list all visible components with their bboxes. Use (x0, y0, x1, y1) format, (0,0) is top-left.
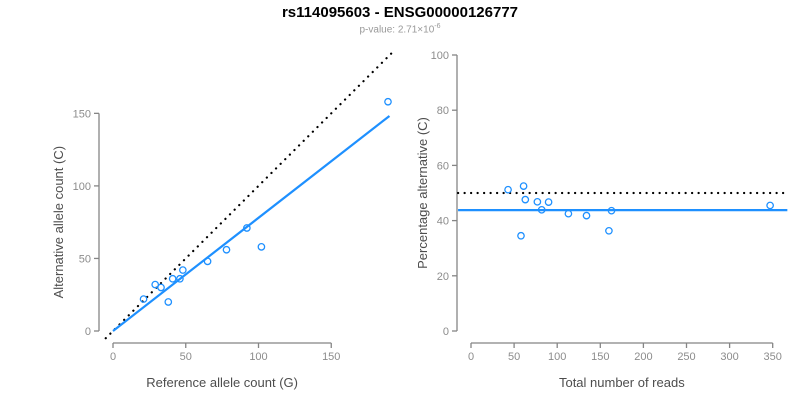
chart-subtitle: p-value: 2.71×10-6 (0, 23, 800, 35)
data-point (504, 185, 512, 194)
y-tick-label: 150 (73, 108, 91, 120)
y-tick-label: 50 (79, 253, 91, 265)
left-identity-line (104, 51, 393, 340)
x-tick-label: 0 (110, 351, 116, 363)
chart-title: rs114095603 - ENSG00000126777 (281, 4, 519, 21)
data-point (582, 211, 591, 220)
subtitle-exponent: -6 (434, 23, 441, 30)
data-point (243, 224, 251, 232)
data-point (519, 182, 528, 190)
x-tick-label: 150 (322, 351, 340, 363)
data-point (222, 245, 231, 254)
x-tick-label: 50 (180, 351, 192, 363)
data-point (605, 226, 613, 235)
y-tick-label: 20 (437, 271, 449, 283)
data-point (517, 231, 525, 240)
y-tick-label: 60 (437, 160, 449, 172)
x-axis-title: Total number of reads (559, 375, 685, 390)
data-point (168, 274, 177, 283)
data-point (384, 97, 392, 106)
data-point (766, 201, 774, 210)
y-tick-label: 80 (437, 105, 449, 117)
data-point (544, 198, 553, 206)
data-point (257, 242, 266, 251)
y-tick-label: 0 (85, 326, 91, 338)
x-tick-label: 250 (677, 351, 695, 363)
data-point (533, 197, 542, 206)
x-tick-label: 200 (634, 351, 652, 363)
data-point (139, 295, 148, 303)
figure-header: rs114095603 - ENSG00000126777 p-value: 2… (0, 0, 800, 35)
data-point (176, 274, 184, 283)
y-tick-label: 100 (431, 50, 449, 62)
x-tick-label: 300 (720, 351, 738, 363)
data-point (607, 206, 616, 215)
x-tick-label: 150 (591, 351, 609, 363)
left-fit-line (112, 115, 391, 332)
y-tick-label: 100 (73, 181, 91, 193)
x-tick-label: 50 (508, 351, 520, 363)
y-axis-title: Alternative allele count (C) (51, 146, 66, 298)
data-point (157, 283, 165, 292)
data-point (178, 266, 187, 274)
x-axis-title: Reference allele count (G) (146, 375, 298, 390)
data-point (537, 205, 546, 214)
x-tick-label: 0 (468, 351, 474, 363)
y-tick-label: 40 (437, 216, 449, 228)
x-tick-label: 350 (764, 351, 782, 363)
x-tick-label: 100 (249, 351, 267, 363)
data-point (564, 209, 573, 218)
y-axis-title: Percentage alternative (C) (415, 117, 430, 269)
x-tick-label: 100 (548, 351, 566, 363)
subtitle-text: p-value: 2.71×10 (359, 24, 435, 36)
y-tick-label: 0 (443, 326, 449, 338)
data-point (164, 298, 173, 306)
data-point (521, 195, 530, 204)
data-point (151, 280, 160, 289)
data-point (203, 257, 212, 266)
